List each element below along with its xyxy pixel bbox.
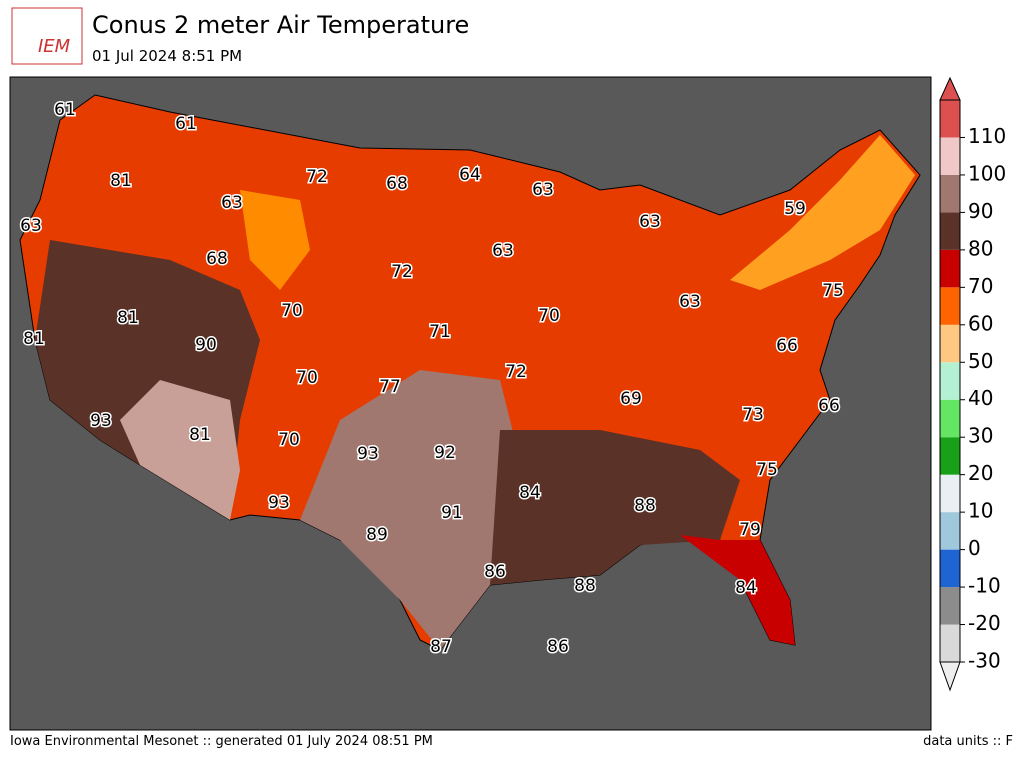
station-value: 87 [430,637,452,657]
colorbar-tick-label: 110 [968,124,1006,148]
colorbar-tick-label: 60 [968,311,993,335]
station-value: 70 [278,430,300,450]
station-value: 68 [386,174,408,194]
station-value: 72 [505,362,527,382]
desert-hot [120,380,240,520]
plains-hot [300,370,520,650]
logo-box [11,7,83,65]
colorbar-band [940,174,960,213]
station-value: 61 [175,114,197,134]
colorbar-tick-label: 10 [968,499,993,523]
station-value: 84 [519,483,541,503]
colorbar-band [940,362,960,400]
colorbar-band [940,100,960,138]
colorbar-bottom [939,661,961,692]
station-value: 66 [818,396,840,416]
rockies-cool [240,190,310,290]
station-value: 72 [306,167,328,187]
colorbar-band [940,249,960,288]
colorbar-tick-label: 80 [968,236,993,260]
station-value: 86 [547,637,569,657]
station-value: 84 [735,578,757,598]
station-value: 89 [366,525,388,545]
station-value: 81 [23,329,45,349]
station-value: 93 [90,411,112,431]
colorbar-band [940,287,960,325]
station-value: 70 [538,306,560,326]
colorbar-frame [939,99,961,663]
colorbar-band [940,324,960,363]
colorbar-tick-label: 50 [968,349,993,373]
station-value: 63 [639,212,661,232]
station-value: 88 [634,496,656,516]
station-value: 59 [784,199,806,219]
station-value: 81 [117,308,139,328]
footer-right: data units :: F [923,734,1013,749]
colorbar-tick-label: 30 [968,424,993,448]
station-value: 70 [281,301,303,321]
logo-text: IEM [38,36,71,57]
colorbar-top [939,76,961,101]
colorbar-band [940,512,960,550]
station-value: 63 [532,180,554,200]
station-value: 66 [776,336,798,356]
colorbar-band [940,549,960,588]
florida [680,535,795,645]
colorbar-band [940,474,960,513]
station-value: 77 [379,377,401,397]
colorbar-band [940,587,960,625]
station-value: 63 [20,216,42,236]
station-value: 81 [189,425,211,445]
colorbar-tick-label: -10 [968,574,1001,598]
northeast-cool [730,135,915,290]
colorbar-band [940,137,960,175]
station-value: 69 [620,389,642,409]
station-value: 63 [492,241,514,261]
station-value: 68 [206,249,228,269]
station-value: 64 [459,165,481,185]
south-hot [490,430,740,585]
station-value: 79 [739,520,761,540]
colorbar-tick-label: 0 [968,536,981,560]
colorbar-tick-label: -20 [968,611,1001,635]
station-value: 73 [742,405,764,425]
colorbar-tick-label: 70 [968,274,993,298]
station-value: 91 [441,503,463,523]
station-value: 92 [434,443,456,463]
subtitle: 01 Jul 2024 8:51 PM [92,47,242,65]
colorbar-tick-label: 90 [968,199,993,223]
station-value: 63 [679,292,701,312]
station-value: 93 [268,493,290,513]
colorbar-tick-label: 20 [968,461,993,485]
station-value: 81 [110,171,132,191]
station-value: 88 [574,576,596,596]
colorbar-band [940,399,960,438]
station-value: 70 [296,368,318,388]
colorbar-band [940,212,960,250]
station-value: 61 [54,100,76,120]
footer-left: Iowa Environmental Mesonet :: generated … [10,734,433,749]
station-value: 72 [391,262,413,282]
station-value: 93 [357,444,379,464]
station-value: 71 [429,322,451,342]
station-value: 90 [195,335,217,355]
colorbar-tick-label: 40 [968,386,993,410]
station-value: 75 [822,281,844,301]
station-value: 75 [756,460,778,480]
colorbar-tick-label: -30 [968,649,1001,673]
colorbar-tick-label: 100 [968,161,1006,185]
station-value: 63 [221,193,243,213]
station-value: 86 [484,562,506,582]
title: Conus 2 meter Air Temperature [92,11,469,39]
colorbar-band [940,624,960,662]
colorbar-band [940,437,960,475]
